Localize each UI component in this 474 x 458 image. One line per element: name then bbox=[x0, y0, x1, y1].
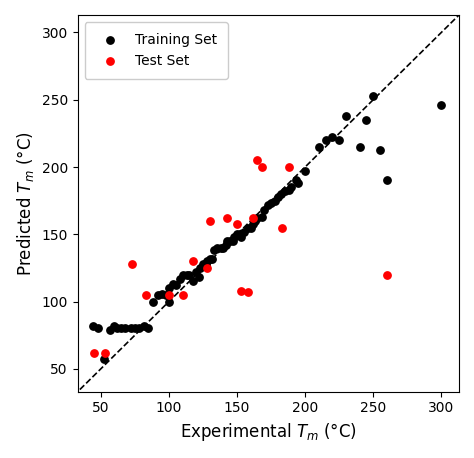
Training Set bbox=[217, 244, 225, 251]
Training Set bbox=[383, 177, 391, 184]
Training Set bbox=[192, 268, 200, 276]
Training Set bbox=[127, 325, 135, 332]
Training Set bbox=[222, 241, 230, 249]
Training Set bbox=[271, 197, 279, 204]
Training Set bbox=[247, 224, 255, 231]
Training Set bbox=[89, 322, 96, 329]
Test Set bbox=[190, 257, 197, 265]
Training Set bbox=[110, 322, 118, 329]
Training Set bbox=[135, 325, 143, 332]
Training Set bbox=[165, 284, 173, 292]
Training Set bbox=[196, 264, 204, 272]
Test Set bbox=[128, 260, 136, 267]
Training Set bbox=[203, 257, 211, 265]
Training Set bbox=[172, 282, 180, 289]
Training Set bbox=[292, 177, 300, 184]
Training Set bbox=[328, 134, 336, 141]
Test Set bbox=[142, 291, 149, 299]
Training Set bbox=[254, 214, 261, 222]
Training Set bbox=[233, 231, 241, 238]
Test Set bbox=[258, 164, 265, 171]
Training Set bbox=[185, 271, 193, 278]
Training Set bbox=[376, 146, 384, 153]
Training Set bbox=[277, 190, 284, 197]
Training Set bbox=[274, 193, 282, 200]
Training Set bbox=[190, 278, 197, 285]
Training Set bbox=[258, 213, 265, 220]
Training Set bbox=[131, 325, 139, 332]
Training Set bbox=[219, 244, 227, 251]
Training Set bbox=[285, 186, 292, 194]
Test Set bbox=[254, 157, 261, 164]
Training Set bbox=[154, 291, 162, 299]
Training Set bbox=[141, 322, 148, 329]
Training Set bbox=[209, 255, 216, 262]
Training Set bbox=[369, 92, 377, 99]
Training Set bbox=[236, 231, 244, 238]
Training Set bbox=[240, 228, 247, 235]
Training Set bbox=[301, 168, 309, 175]
Training Set bbox=[237, 233, 245, 240]
Training Set bbox=[169, 280, 177, 288]
Test Set bbox=[224, 214, 231, 222]
Training Set bbox=[322, 136, 329, 144]
Test Set bbox=[90, 349, 98, 356]
Training Set bbox=[165, 298, 173, 305]
Training Set bbox=[163, 291, 170, 299]
Test Set bbox=[278, 224, 286, 231]
Training Set bbox=[288, 184, 295, 191]
Training Set bbox=[356, 143, 364, 151]
Training Set bbox=[264, 201, 272, 208]
Training Set bbox=[315, 143, 322, 151]
Training Set bbox=[363, 116, 370, 124]
Training Set bbox=[267, 200, 275, 207]
Training Set bbox=[195, 274, 203, 281]
Training Set bbox=[206, 255, 214, 262]
Training Set bbox=[176, 275, 183, 283]
Training Set bbox=[145, 325, 152, 332]
Test Set bbox=[285, 164, 292, 171]
Training Set bbox=[199, 260, 207, 267]
Training Set bbox=[183, 271, 191, 278]
Test Set bbox=[179, 291, 186, 299]
Training Set bbox=[213, 244, 220, 251]
Training Set bbox=[179, 271, 186, 278]
Training Set bbox=[438, 102, 445, 109]
Test Set bbox=[206, 217, 214, 224]
Training Set bbox=[224, 237, 231, 245]
Training Set bbox=[244, 224, 252, 231]
Training Set bbox=[336, 136, 343, 144]
Training Set bbox=[94, 325, 102, 332]
Training Set bbox=[149, 298, 156, 305]
Training Set bbox=[227, 237, 234, 245]
Test Set bbox=[203, 264, 211, 272]
Training Set bbox=[158, 290, 166, 297]
Test Set bbox=[249, 214, 257, 222]
Training Set bbox=[118, 325, 125, 332]
Y-axis label: Predicted $T_m$ (°C): Predicted $T_m$ (°C) bbox=[15, 131, 36, 276]
Training Set bbox=[113, 325, 121, 332]
Training Set bbox=[202, 262, 210, 269]
Training Set bbox=[249, 220, 257, 227]
Training Set bbox=[229, 237, 237, 245]
Training Set bbox=[100, 356, 107, 363]
Training Set bbox=[230, 233, 238, 240]
Training Set bbox=[294, 180, 302, 187]
Training Set bbox=[210, 247, 218, 254]
Training Set bbox=[260, 207, 268, 214]
X-axis label: Experimental $T_m$ (°C): Experimental $T_m$ (°C) bbox=[180, 421, 357, 443]
Legend: Training Set, Test Set: Training Set, Test Set bbox=[84, 22, 228, 79]
Test Set bbox=[165, 291, 173, 299]
Training Set bbox=[251, 217, 258, 224]
Test Set bbox=[244, 289, 252, 296]
Test Set bbox=[101, 349, 109, 356]
Test Set bbox=[237, 287, 245, 294]
Training Set bbox=[107, 326, 114, 333]
Training Set bbox=[121, 325, 129, 332]
Test Set bbox=[383, 271, 391, 278]
Test Set bbox=[233, 220, 241, 227]
Training Set bbox=[342, 112, 350, 120]
Training Set bbox=[281, 188, 289, 195]
